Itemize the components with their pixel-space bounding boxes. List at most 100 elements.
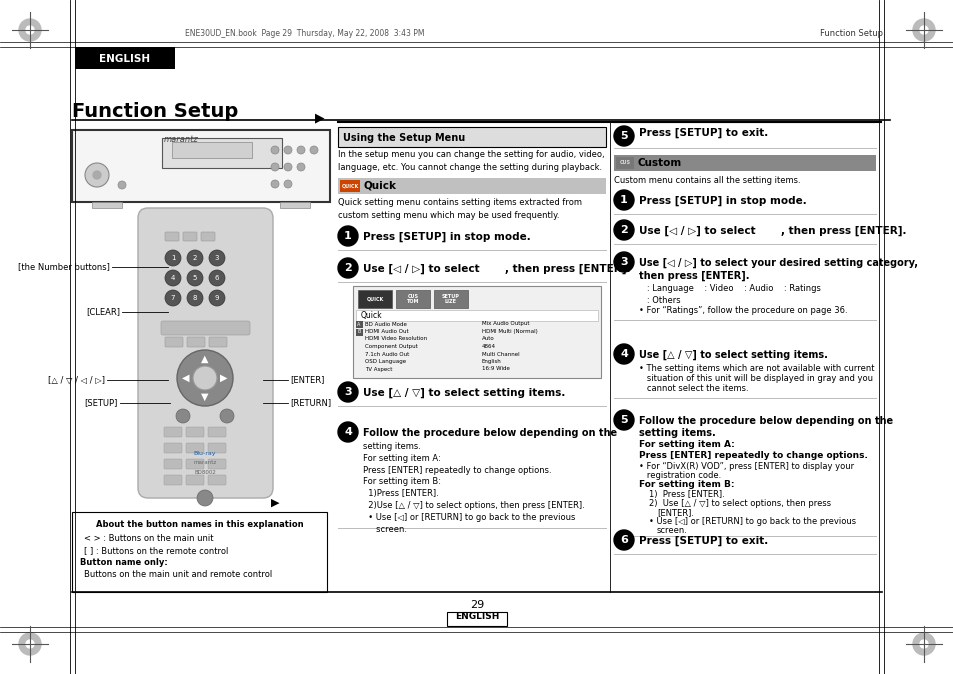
Circle shape [175, 409, 190, 423]
FancyBboxPatch shape [183, 232, 196, 241]
Text: 6: 6 [214, 275, 219, 281]
Circle shape [337, 422, 357, 442]
Circle shape [614, 190, 634, 210]
Text: ◀: ◀ [182, 373, 190, 383]
Text: Function Setup: Function Setup [820, 28, 882, 38]
Text: [ENTER].: [ENTER]. [657, 508, 693, 517]
Text: CUS: CUS [618, 160, 630, 166]
Text: Use [◁ / ▷] to select       , then press [ENTER].: Use [◁ / ▷] to select , then press [ENTE… [639, 226, 905, 237]
Circle shape [337, 226, 357, 246]
Circle shape [187, 250, 203, 266]
Circle shape [296, 146, 305, 154]
Circle shape [284, 146, 292, 154]
Text: Press [SETUP] in stop mode.: Press [SETUP] in stop mode. [363, 232, 530, 242]
Text: ENGLISH: ENGLISH [455, 612, 498, 621]
Text: ENGLISH: ENGLISH [99, 54, 151, 64]
Circle shape [19, 19, 41, 41]
Text: marantz: marantz [193, 460, 216, 466]
Text: marantz: marantz [164, 135, 198, 144]
Bar [353, 286, 600, 378]
Text: SETUP
LIZE: SETUP LIZE [441, 294, 459, 304]
FancyBboxPatch shape [164, 443, 182, 453]
Text: registration code.: registration code. [639, 471, 720, 480]
Text: Follow the procedure below depending on the: Follow the procedure below depending on … [639, 416, 892, 426]
Circle shape [919, 640, 927, 648]
Circle shape [26, 640, 34, 648]
Circle shape [310, 146, 317, 154]
Text: Auto: Auto [481, 336, 495, 342]
Text: Custom: Custom [638, 158, 681, 168]
Text: cannot select the items.: cannot select the items. [639, 384, 748, 393]
FancyBboxPatch shape [186, 443, 204, 453]
Bar [434, 290, 468, 308]
Text: [RETURN]: [RETURN] [290, 398, 331, 408]
Text: 2: 2 [619, 225, 627, 235]
Circle shape [165, 290, 181, 306]
Text: Multi Channel: Multi Channel [481, 352, 519, 357]
Circle shape [187, 270, 203, 286]
Circle shape [220, 409, 233, 423]
Bar [339, 180, 359, 192]
Text: [ENTER]: [ENTER] [290, 375, 324, 384]
FancyBboxPatch shape [164, 459, 182, 469]
Circle shape [165, 250, 181, 266]
Circle shape [271, 180, 278, 188]
Text: Function Setup: Function Setup [71, 102, 238, 121]
Circle shape [912, 633, 934, 655]
Circle shape [85, 163, 109, 187]
Text: ▲: ▲ [201, 354, 209, 364]
FancyBboxPatch shape [164, 427, 182, 437]
Text: English: English [481, 359, 501, 364]
Circle shape [209, 290, 225, 306]
Text: QUICK: QUICK [341, 183, 358, 189]
Bar [75, 47, 174, 69]
Bar [616, 157, 634, 169]
Bar [355, 310, 598, 321]
Text: ▶: ▶ [220, 373, 228, 383]
Text: 1)  Press [ENTER].: 1) Press [ENTER]. [648, 490, 724, 499]
Text: About the button names in this explanation: About the button names in this explanati… [95, 520, 303, 529]
Text: setting items.
For setting item A:
Press [ENTER] repeatedly to change options.
F: setting items. For setting item A: Press… [363, 442, 584, 534]
Text: • For “DivX(R) VOD”, press [ENTER] to display your: • For “DivX(R) VOD”, press [ENTER] to di… [639, 462, 853, 471]
FancyBboxPatch shape [208, 443, 226, 453]
Text: OSD Language: OSD Language [365, 359, 406, 364]
Circle shape [614, 344, 634, 364]
Text: BD8002: BD8002 [193, 470, 215, 475]
Circle shape [614, 530, 634, 550]
Text: [the Number buttons]: [the Number buttons] [18, 262, 110, 272]
Circle shape [193, 366, 216, 390]
Circle shape [92, 171, 101, 179]
FancyBboxPatch shape [187, 337, 205, 347]
Circle shape [614, 126, 634, 146]
Bar [355, 321, 363, 328]
Text: HDMI Video Resolution: HDMI Video Resolution [365, 336, 427, 342]
Text: 4: 4 [171, 275, 175, 281]
FancyBboxPatch shape [186, 427, 204, 437]
Text: BD Audio Mode: BD Audio Mode [365, 321, 406, 326]
Bar [91, 202, 122, 208]
FancyBboxPatch shape [208, 427, 226, 437]
Text: Press [SETUP] in stop mode.: Press [SETUP] in stop mode. [639, 196, 806, 206]
Circle shape [919, 26, 927, 34]
Text: 3: 3 [619, 257, 627, 267]
Text: screen.: screen. [657, 526, 687, 535]
Text: Component Output: Component Output [365, 344, 417, 349]
Circle shape [337, 258, 357, 278]
FancyBboxPatch shape [208, 459, 226, 469]
Bar [337, 127, 605, 147]
Circle shape [196, 490, 213, 506]
Text: Blu-ray: Blu-ray [193, 450, 216, 456]
Bar [357, 290, 392, 308]
Text: [△ / ▽ / ◁ / ▷]: [△ / ▽ / ◁ / ▷] [48, 375, 105, 384]
FancyBboxPatch shape [201, 232, 214, 241]
Text: TV Aspect: TV Aspect [365, 367, 392, 371]
FancyBboxPatch shape [186, 459, 204, 469]
FancyBboxPatch shape [186, 475, 204, 485]
Bar [280, 202, 310, 208]
Text: 1: 1 [344, 231, 352, 241]
Text: 6: 6 [619, 535, 627, 545]
Text: Press [ENTER] repeatedly to change options.: Press [ENTER] repeatedly to change optio… [639, 451, 867, 460]
Text: 4: 4 [344, 427, 352, 437]
Text: Buttons on the main unit and remote control: Buttons on the main unit and remote cont… [84, 570, 272, 579]
Text: 1: 1 [619, 195, 627, 205]
